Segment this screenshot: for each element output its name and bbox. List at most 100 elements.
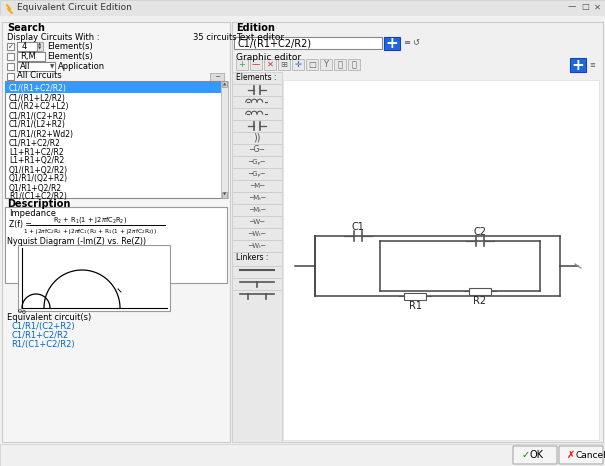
Bar bbox=[232, 72, 282, 442]
Text: Display Circuits With :: Display Circuits With : bbox=[7, 34, 99, 42]
Text: Search: Search bbox=[7, 23, 45, 33]
Text: C1/(R1+C2/R2): C1/(R1+C2/R2) bbox=[238, 38, 312, 48]
FancyBboxPatch shape bbox=[513, 446, 557, 464]
Text: C2: C2 bbox=[474, 227, 486, 237]
Text: Nyquist Diagram (-Im(Z) vs. Re(Z)): Nyquist Diagram (-Im(Z) vs. Re(Z)) bbox=[7, 238, 146, 247]
Text: 0: 0 bbox=[22, 310, 26, 315]
Text: Application: Application bbox=[58, 62, 105, 71]
Bar bbox=[469, 288, 491, 295]
Text: Impedance: Impedance bbox=[9, 210, 56, 219]
Text: R1/(C1+C2/R2): R1/(C1+C2/R2) bbox=[9, 192, 67, 201]
Text: C1/R1/(C2+R2): C1/R1/(C2+R2) bbox=[9, 111, 67, 121]
Text: +: + bbox=[385, 36, 398, 51]
Text: 1 + j2$\pi$fC$_2$R$_2$ + j2$\pi$fC$_1$(R$_2$ + R$_1$(1 + j2$\pi$fC$_2$R$_2$)): 1 + j2$\pi$fC$_2$R$_2$ + j2$\pi$fC$_1$(R… bbox=[23, 226, 157, 235]
Bar bbox=[221, 81, 228, 198]
Text: Z(f) =: Z(f) = bbox=[9, 220, 31, 229]
Bar bbox=[278, 59, 290, 70]
Bar bbox=[210, 73, 224, 81]
Bar bbox=[320, 59, 332, 70]
Bar bbox=[306, 59, 318, 70]
Text: ✕: ✕ bbox=[594, 2, 601, 12]
Text: 4: 4 bbox=[21, 42, 27, 51]
Text: ─Gₚ─: ─Gₚ─ bbox=[249, 159, 266, 165]
Text: R2: R2 bbox=[474, 296, 486, 306]
Bar bbox=[236, 59, 248, 70]
Text: □: □ bbox=[581, 2, 589, 12]
Text: OK: OK bbox=[530, 450, 544, 460]
Text: 0: 0 bbox=[17, 309, 21, 314]
Bar bbox=[0, 0, 605, 16]
Text: ▼: ▼ bbox=[50, 64, 54, 69]
Text: Element(s): Element(s) bbox=[47, 42, 93, 51]
Bar bbox=[264, 59, 276, 70]
Text: ─Mₜ─: ─Mₜ─ bbox=[249, 207, 265, 213]
Text: ▲: ▲ bbox=[39, 43, 42, 47]
Text: C1/R1+C2/R2: C1/R1+C2/R2 bbox=[9, 138, 61, 148]
Text: Q1/R1+Q2/R2: Q1/R1+Q2/R2 bbox=[9, 184, 62, 192]
Text: Q1/(R1+Q2/R2): Q1/(R1+Q2/R2) bbox=[9, 165, 68, 174]
Text: ✓: ✓ bbox=[522, 450, 530, 460]
Text: ─Wₜ─: ─Wₜ─ bbox=[248, 231, 266, 237]
Text: C1/(R1+L2/R2): C1/(R1+L2/R2) bbox=[9, 94, 66, 103]
Text: R,M: R,M bbox=[20, 52, 36, 61]
Text: L1+R1+C2/R2: L1+R1+C2/R2 bbox=[9, 148, 64, 157]
FancyBboxPatch shape bbox=[559, 446, 603, 464]
Bar bbox=[570, 58, 586, 72]
Text: ─: ─ bbox=[215, 74, 219, 80]
Bar bbox=[7, 73, 14, 80]
Text: C1: C1 bbox=[352, 222, 364, 232]
Bar bbox=[232, 22, 603, 442]
Text: 35 circuits: 35 circuits bbox=[193, 34, 237, 42]
Text: ⧉: ⧉ bbox=[352, 60, 356, 69]
Text: Elements :: Elements : bbox=[236, 74, 276, 82]
Bar bbox=[7, 63, 14, 70]
Text: ⧉: ⧉ bbox=[338, 60, 342, 69]
Bar bbox=[250, 59, 262, 70]
Text: R1/(C1+C2/R2): R1/(C1+C2/R2) bbox=[11, 340, 74, 349]
Text: C1/(R2+C2+L2): C1/(R2+C2+L2) bbox=[9, 103, 70, 111]
Text: ─W─: ─W─ bbox=[249, 219, 265, 225]
Bar bbox=[17, 52, 45, 61]
Text: R$_2$ + R$_1$(1 + j2$\pi$fC$_2$R$_2$): R$_2$ + R$_1$(1 + j2$\pi$fC$_2$R$_2$) bbox=[53, 215, 127, 225]
Text: Q1/R1/(Q2+R2): Q1/R1/(Q2+R2) bbox=[9, 174, 68, 184]
Text: C1/(R1+C2/R2): C1/(R1+C2/R2) bbox=[9, 84, 67, 94]
Text: +: + bbox=[238, 60, 246, 69]
Text: C1/R1+C2/R2: C1/R1+C2/R2 bbox=[11, 330, 68, 340]
Text: Equivalent Circuit Edition: Equivalent Circuit Edition bbox=[17, 2, 132, 12]
Bar bbox=[17, 42, 37, 51]
Text: All: All bbox=[20, 62, 30, 71]
Text: ─Gₚ─: ─Gₚ─ bbox=[249, 171, 266, 177]
Text: —: — bbox=[252, 60, 260, 69]
Text: ─G─: ─G─ bbox=[249, 145, 264, 155]
Bar bbox=[5, 82, 221, 93]
Text: ✓: ✓ bbox=[7, 43, 13, 49]
Text: Cancel: Cancel bbox=[575, 451, 605, 459]
Text: ✛: ✛ bbox=[295, 60, 301, 69]
Text: +: + bbox=[572, 57, 584, 73]
Text: □: □ bbox=[308, 60, 316, 69]
Text: Equivalent circuit(s): Equivalent circuit(s) bbox=[7, 314, 91, 322]
Bar bbox=[384, 37, 400, 50]
Bar bbox=[283, 80, 599, 440]
Text: ↺: ↺ bbox=[412, 39, 419, 48]
Bar bbox=[404, 293, 426, 300]
Bar bbox=[222, 192, 227, 198]
Bar bbox=[18, 245, 170, 311]
Text: L1+R1+Q2/R2: L1+R1+Q2/R2 bbox=[9, 157, 64, 165]
Bar bbox=[5, 207, 227, 283]
Text: Element(s): Element(s) bbox=[47, 52, 93, 61]
Text: Description: Description bbox=[7, 199, 70, 209]
Bar bbox=[7, 43, 14, 50]
Bar bbox=[5, 81, 225, 198]
Text: Y: Y bbox=[324, 60, 329, 69]
Text: ▲: ▲ bbox=[223, 82, 226, 86]
Text: All Circuits: All Circuits bbox=[17, 71, 62, 81]
Text: )): )) bbox=[253, 133, 261, 143]
Text: ≡: ≡ bbox=[403, 39, 410, 48]
Text: C1/R1/(C2+R2): C1/R1/(C2+R2) bbox=[11, 322, 74, 330]
Bar bbox=[0, 444, 605, 466]
Bar bbox=[7, 53, 14, 60]
Text: R1: R1 bbox=[408, 301, 422, 311]
Bar bbox=[234, 37, 382, 49]
Text: C1/R1/(R2+Wd2): C1/R1/(R2+Wd2) bbox=[9, 130, 74, 138]
